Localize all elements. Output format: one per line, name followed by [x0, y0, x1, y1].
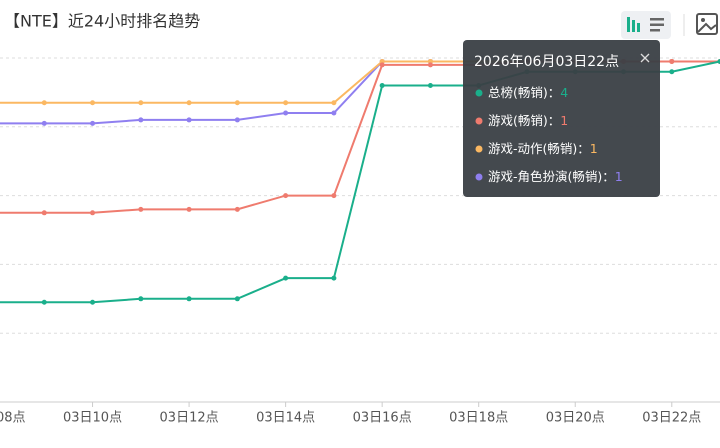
tooltip-title: 2026年06月03日22点	[474, 54, 619, 70]
point	[331, 110, 337, 116]
tooltip-row: 游戏-动作(畅销)：1	[488, 141, 598, 156]
point	[427, 58, 433, 64]
point	[138, 117, 144, 123]
icon	[650, 18, 664, 21]
point	[669, 69, 675, 75]
point	[427, 62, 433, 68]
x-tick-label: 03日10点	[63, 411, 122, 426]
point	[234, 296, 240, 302]
point	[331, 193, 337, 199]
point	[90, 210, 96, 216]
tooltip-row: 总榜(畅销)：4	[488, 85, 568, 100]
tooltip-value: 4	[560, 85, 568, 100]
point	[41, 120, 47, 126]
tooltip-row: 游戏-角色扮演(畅销)：1	[488, 169, 623, 184]
tooltip-marker	[475, 117, 483, 125]
point	[379, 62, 385, 68]
x-tick-label: 03日14点	[256, 411, 315, 426]
tooltip-series-name: 游戏(畅销)	[488, 113, 548, 128]
point	[234, 100, 240, 106]
icon	[627, 17, 630, 32]
tooltip-value: 1	[560, 113, 568, 128]
point	[234, 206, 240, 212]
point	[331, 275, 337, 281]
x-tick-label: 03日22点	[642, 411, 701, 426]
x-tick-label: 03日08点	[0, 411, 26, 426]
point	[283, 110, 289, 116]
tooltip-separator: ：	[602, 169, 615, 184]
tooltip-series-name: 游戏-动作(畅销)	[488, 141, 577, 156]
tooltip-series-name: 游戏-角色扮演(畅销)	[488, 169, 602, 184]
point	[669, 58, 675, 64]
tooltip-marker	[475, 89, 483, 97]
point	[41, 100, 47, 106]
icon	[637, 23, 640, 32]
point	[90, 100, 96, 106]
point	[283, 100, 289, 106]
icon	[632, 20, 635, 32]
tooltip-close[interactable]	[640, 53, 650, 63]
point	[379, 58, 385, 64]
point	[186, 117, 192, 123]
image-button[interactable]	[696, 13, 718, 35]
x-tick-label: 03日16点	[353, 411, 412, 426]
tooltip-marker	[475, 173, 483, 181]
view-toggle[interactable]	[621, 11, 671, 39]
point	[138, 100, 144, 106]
point	[379, 83, 385, 89]
icon	[650, 29, 660, 32]
point	[717, 58, 720, 64]
point	[331, 100, 337, 106]
x-tick-label: 03日20点	[546, 411, 605, 426]
icon	[696, 13, 718, 35]
point	[90, 299, 96, 305]
point	[283, 275, 289, 281]
tooltip-value: 1	[615, 169, 623, 184]
tooltip-bg	[463, 40, 660, 197]
point	[186, 206, 192, 212]
point	[138, 206, 144, 212]
chart-title: 【NTE】近24小时排名趋势	[4, 12, 200, 31]
point	[186, 296, 192, 302]
tooltip-value: 1	[590, 141, 598, 156]
point	[186, 100, 192, 106]
icon	[697, 22, 717, 33]
point	[283, 193, 289, 199]
tooltip-marker	[475, 145, 483, 153]
point	[41, 210, 47, 216]
x-tick-label: 03日18点	[449, 411, 508, 426]
point	[138, 296, 144, 302]
icon	[701, 18, 705, 22]
tooltip-separator: ：	[548, 113, 561, 128]
tooltip-separator: ：	[548, 85, 561, 100]
tooltip: 2026年06月03日22点 总榜(畅销)：4游戏(畅销)：1游戏-动作(畅销)…	[463, 40, 660, 197]
point	[41, 299, 47, 305]
point	[234, 117, 240, 123]
x-tick-label: 03日12点	[160, 411, 219, 426]
tooltip-series-name: 总榜(畅销)	[488, 85, 548, 100]
point	[427, 83, 433, 89]
tooltip-row: 游戏(畅销)：1	[488, 113, 568, 128]
tooltip-separator: ：	[577, 141, 590, 156]
point	[90, 120, 96, 126]
icon	[650, 23, 664, 26]
